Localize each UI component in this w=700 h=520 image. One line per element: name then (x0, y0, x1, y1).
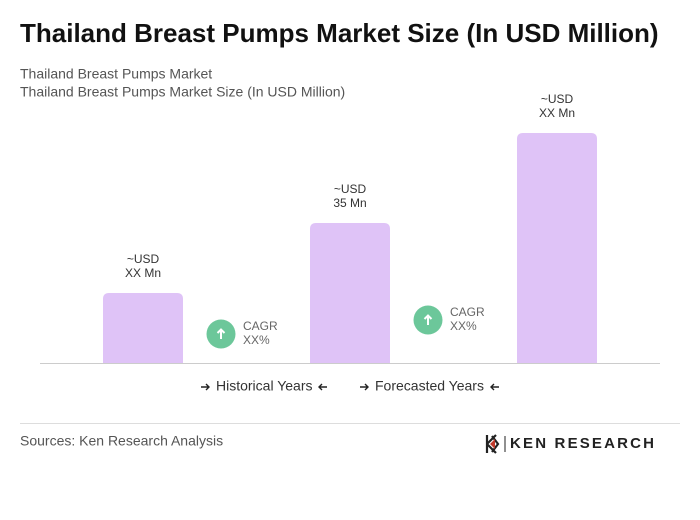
logo: KEN RESEARCH (485, 434, 654, 454)
value-label: XX Mn (125, 266, 161, 280)
cagr-arrow (216, 328, 226, 339)
legend-arrow (490, 383, 499, 391)
value-label: XX Mn (539, 106, 575, 120)
legend-arrow (360, 383, 369, 391)
legend-arrow (318, 383, 327, 391)
legend-label: Historical Years (216, 378, 313, 394)
subtitle: Thailand Breast Pumps Market (20, 66, 212, 82)
cagr-label: CAGR (450, 305, 485, 319)
bar (103, 293, 183, 363)
cagr-value: XX% (450, 319, 477, 333)
value-label: 35 Mn (333, 196, 366, 210)
cagr-label: CAGR (243, 319, 278, 333)
cagr-arrow (423, 314, 433, 325)
logo-mark (485, 434, 500, 454)
source: Sources: Ken Research Analysis (20, 433, 223, 449)
value-label: ~USD (541, 92, 574, 106)
logo-text: KEN RESEARCH (510, 435, 654, 452)
legend-arrow (201, 383, 210, 391)
value-label: ~USD (334, 182, 367, 196)
value-label: ~USD (127, 252, 160, 266)
bar (310, 223, 390, 363)
cagr-value: XX% (243, 333, 270, 347)
subtitle: Thailand Breast Pumps Market Size (In US… (20, 84, 345, 100)
logo-mark (490, 439, 495, 449)
chart-title: Thailand Breast Pumps Market Size (In US… (20, 18, 659, 48)
bar (517, 133, 597, 363)
legend-label: Forecasted Years (375, 378, 484, 394)
